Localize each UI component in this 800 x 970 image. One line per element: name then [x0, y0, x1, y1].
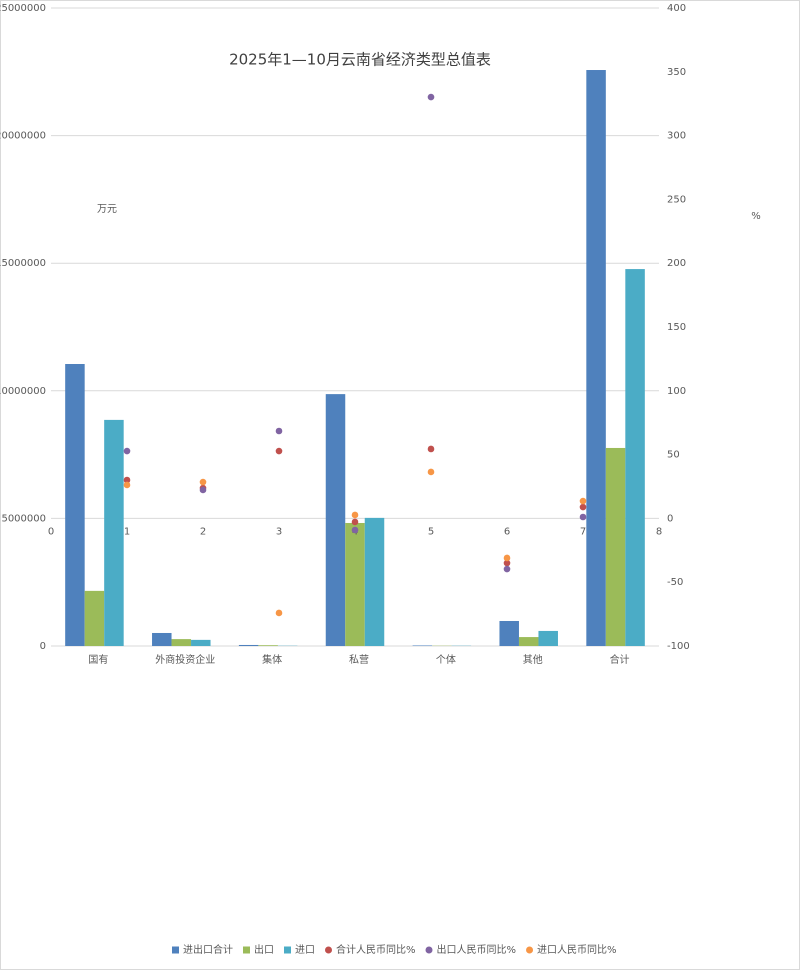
legend-swatch: [526, 946, 534, 954]
scatter-point: [123, 481, 131, 489]
bar: [191, 639, 211, 646]
x-tick-label: 个体: [436, 654, 456, 666]
x-tick-label: 合计: [610, 653, 630, 666]
scatter-point: [351, 511, 359, 519]
legend-label: 进出口合计: [183, 943, 233, 956]
bar: [605, 447, 626, 646]
y-tick-label: 25000000: [0, 3, 46, 14]
chart-title: 2025年1—10月云南省经济类型总值表: [229, 51, 491, 69]
x-tick-label: 其他: [523, 653, 543, 666]
y-tick-label: 20000000: [0, 131, 46, 142]
bar: [152, 632, 172, 646]
bar: [412, 645, 433, 646]
legend-swatch: [172, 946, 179, 954]
scatter-point: [503, 554, 511, 562]
x2-tick-label: 2: [200, 526, 206, 537]
legend-label: 进口人民币同比%: [537, 944, 617, 956]
y2-tick-label: 150: [667, 322, 686, 333]
scatter-point: [275, 427, 283, 435]
scatter-point: [123, 447, 131, 455]
y2-tick-label: 250: [667, 194, 686, 205]
y2-tick-label: 350: [667, 67, 686, 78]
scatter-point: [275, 609, 283, 617]
bar: [345, 522, 365, 646]
y2-tick-label: 400: [667, 3, 686, 14]
bar: [364, 517, 385, 646]
bar: [65, 364, 85, 646]
x2-tick-label: 7: [580, 526, 586, 537]
x2-tick-label: 8: [656, 526, 662, 537]
x2-tick-label: 1: [124, 526, 130, 537]
x2-tick-label: 3: [276, 526, 282, 537]
y2-tick-label: 100: [667, 386, 686, 397]
bar: [538, 630, 558, 646]
x-tick-label: 外商投资企业: [155, 653, 215, 666]
legend-label: 出口: [254, 943, 274, 956]
scatter-point: [199, 486, 207, 494]
scatter-point: [351, 526, 359, 534]
bar: [499, 620, 519, 646]
scatter-point: [123, 476, 131, 484]
y-tick-label: 5000000: [1, 513, 46, 524]
y2-tick-label: -100: [667, 641, 690, 652]
x-tick-label: 集体: [262, 653, 282, 666]
scatter-point: [351, 518, 359, 526]
scatter-point: [427, 93, 435, 101]
scatter-point: [579, 513, 587, 521]
bar: [84, 590, 105, 646]
y2-tick-label: -50: [667, 577, 683, 588]
bar: [586, 70, 606, 646]
y2-axis-unit: %: [751, 211, 761, 222]
x2-tick-label: 5: [428, 526, 434, 537]
bar: [104, 419, 124, 646]
scatter-point: [503, 565, 511, 573]
scatter-point: [199, 478, 207, 486]
scatter-point: [579, 503, 587, 511]
legend-swatch: [325, 946, 332, 954]
y2-tick-label: 50: [667, 450, 680, 461]
bar: [171, 639, 192, 646]
y-axis-unit: 万元: [97, 204, 117, 215]
scatter-point: [275, 447, 283, 455]
scatter-point: [427, 468, 435, 476]
legend-swatch: [425, 946, 433, 954]
legend-swatch: [243, 946, 250, 954]
y2-tick-label: 200: [667, 258, 686, 269]
bar: [238, 644, 259, 646]
legend-label: 出口人民币同比%: [437, 943, 517, 956]
y2-tick-label: 300: [667, 131, 686, 142]
legend-label: 进口: [295, 944, 315, 956]
x-tick-label: 私营: [349, 653, 369, 666]
legend-label: 合计人民币同比%: [336, 943, 416, 956]
x2-tick-label: 0: [48, 526, 54, 537]
scatter-point: [579, 497, 587, 505]
legend-swatch: [284, 946, 291, 954]
scatter-point: [427, 445, 435, 453]
y-tick-label: 0: [40, 641, 46, 652]
y-tick-label: 10000000: [0, 386, 46, 397]
y-tick-label: 15000000: [0, 258, 46, 269]
x2-tick-label: 6: [504, 526, 510, 537]
y2-tick-label: 0: [667, 513, 673, 524]
x-tick-label: 国有: [88, 653, 108, 666]
bar: [518, 637, 539, 646]
scatter-point: [503, 559, 511, 567]
bar: [325, 394, 346, 646]
bar: [258, 645, 278, 646]
bar: [625, 269, 645, 646]
